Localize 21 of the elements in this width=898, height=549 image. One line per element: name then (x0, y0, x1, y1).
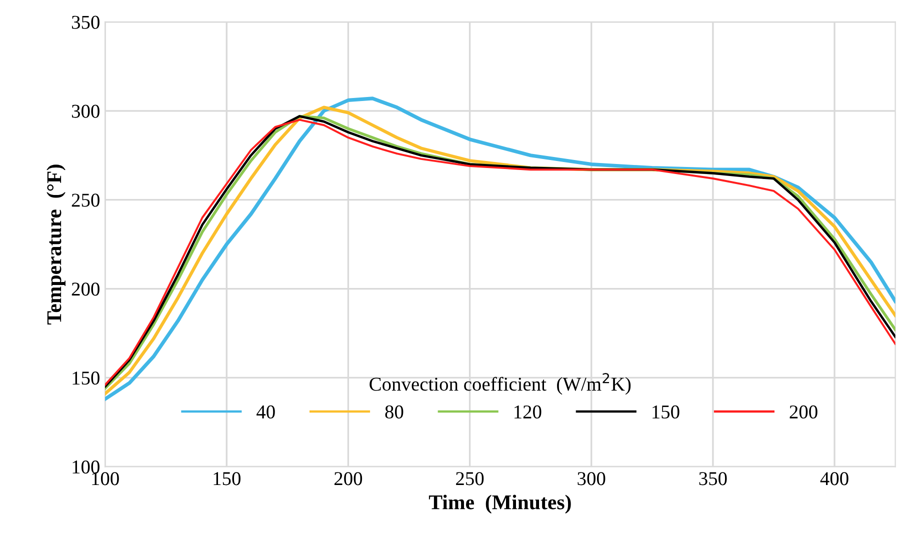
legend-label: 150 (652, 405, 680, 419)
x-tick-label: 200 (334, 472, 362, 486)
legend-label: 120 (514, 405, 542, 419)
x-tick-label: 350 (699, 472, 727, 486)
x-tick-label: 300 (578, 472, 606, 486)
x-tick-label: 150 (214, 472, 240, 486)
x-tick-label: 400 (820, 472, 848, 486)
legend-label: 40 (256, 405, 275, 419)
y-tick-label: 250 (72, 194, 100, 207)
legend-label: 200 (790, 405, 818, 419)
y-tick-label: 150 (72, 372, 100, 385)
x-axis-title: Time (Minutes) (428, 494, 571, 514)
y-tick-label: 100 (72, 460, 100, 474)
y-tick-label: 300 (72, 104, 100, 118)
legend-title: Convection coefficient (W/m$^{2}$K) (370, 373, 631, 395)
x-tick-label: 250 (456, 472, 484, 486)
y-tick-label: 200 (72, 282, 100, 296)
y-tick-label: 350 (72, 16, 100, 29)
x-tick-label: 100 (92, 472, 119, 486)
legend-label: 80 (385, 405, 404, 419)
y-axis-title: Temperature (°F) (46, 164, 66, 325)
